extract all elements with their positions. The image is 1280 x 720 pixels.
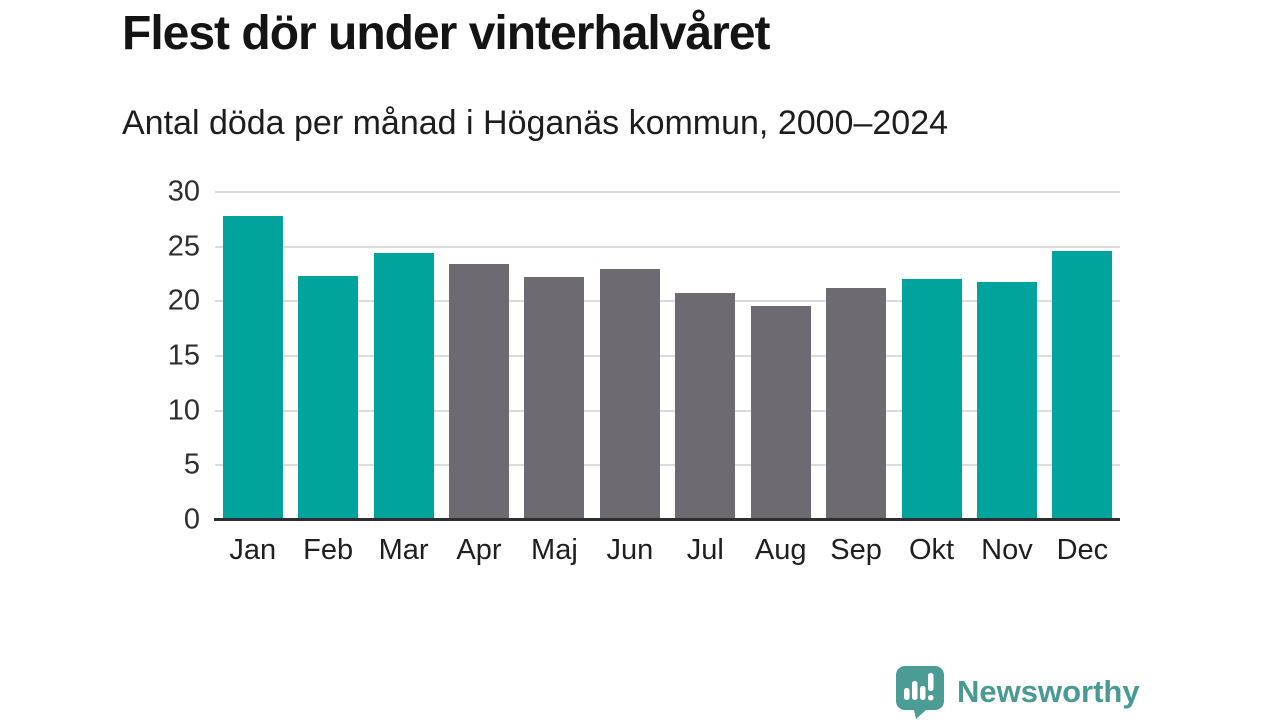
plot-area [214,191,1120,521]
bar-feb [298,276,359,520]
y-tick-label-10: 10 [167,394,200,427]
chart-title: Flest dör under vinterhalvåret [122,7,771,60]
bar-jun [599,268,660,520]
brand-name: Newsworthy [957,674,1140,709]
bar-okt [901,279,962,520]
x-label-nov: Nov [981,534,1033,566]
y-tick-label-20: 20 [167,284,200,317]
bar-maj [524,277,585,520]
bar-column-apr [441,192,516,520]
chart-subtitle: Antal döda per månad i Höganäs kommun, 2… [122,104,949,142]
x-label-aug: Aug [754,534,807,566]
x-label-maj: Maj [531,534,578,566]
bar-column-nov [969,192,1044,520]
bar-column-jun [592,192,667,520]
x-label-jan: Jan [229,534,277,566]
x-label-okt: Okt [908,534,955,566]
x-axis-labels: Jan Feb Mar Apr Maj Jun Jul Aug Sep Okt Nov Dec [215,534,1120,567]
x-label-apr: Apr [456,534,502,566]
gridline-25 [215,245,1120,248]
x-label-mar: Mar [378,534,429,566]
bar-column-okt [894,192,969,520]
bar-series [215,192,1120,520]
x-label-dec: Dec [1056,534,1109,566]
y-tick-label-30: 30 [167,175,200,208]
bar-sep [826,288,887,520]
x-label-sep: Sep [830,534,882,566]
bar-column-aug [743,192,818,520]
gridline-20 [215,300,1120,303]
x-label-jun: Jun [606,534,654,566]
bar-column-maj [517,192,592,520]
gridline-10 [215,409,1120,412]
bar-mar [373,253,434,520]
brand-logo: Newsworthy [895,665,1140,719]
x-axis-line [214,518,1120,521]
y-axis: 0 5 10 15 20 25 30 [0,176,200,536]
gridline-30 [215,191,1120,193]
bar-dec [1052,251,1113,520]
y-tick-label-25: 25 [167,230,200,263]
newsworthy-logo-icon [896,666,944,719]
gridline-5 [215,464,1120,467]
x-label-feb: Feb [303,534,354,566]
y-tick-label-15: 15 [167,339,200,372]
bar-jul [675,292,736,520]
bar-column-dec [1045,192,1120,520]
y-tick-label-5: 5 [183,448,200,481]
y-tick-label-0: 0 [183,503,200,536]
bar-jan [222,216,283,520]
bar-column-mar [366,192,441,520]
bar-column-jan [215,192,290,520]
bar-nov [976,281,1037,520]
bar-column-jul [668,192,743,520]
bar-aug [750,305,811,520]
x-label-jul: Jul [686,534,724,566]
bar-column-sep [818,192,893,520]
bar-column-feb [290,192,365,520]
bar-apr [448,264,509,520]
gridline-15 [215,355,1120,357]
